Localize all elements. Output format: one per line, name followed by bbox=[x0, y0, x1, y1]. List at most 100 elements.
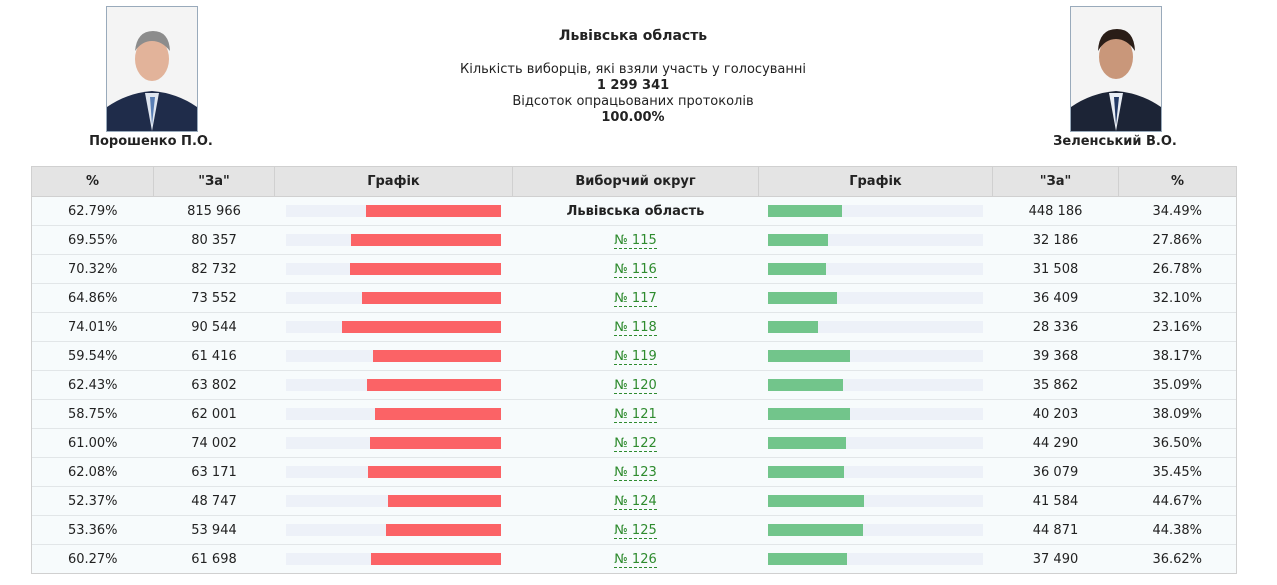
district-link[interactable]: № 122 bbox=[614, 435, 657, 452]
district-link[interactable]: № 123 bbox=[614, 464, 657, 481]
votes: 63 802 bbox=[153, 370, 275, 400]
bar-track bbox=[768, 553, 983, 565]
district-link[interactable]: № 125 bbox=[614, 522, 657, 539]
bar-track bbox=[286, 263, 501, 275]
bar-track bbox=[768, 263, 983, 275]
percent: 34.49% bbox=[1118, 196, 1237, 226]
district-cell: № 120 bbox=[512, 370, 759, 400]
percent: 32.10% bbox=[1118, 283, 1237, 313]
district-link[interactable]: № 124 bbox=[614, 493, 657, 510]
chart-cell bbox=[274, 283, 513, 313]
votes: 28 336 bbox=[992, 312, 1119, 342]
chart-cell bbox=[758, 312, 993, 342]
chart-cell bbox=[758, 341, 993, 371]
bar bbox=[388, 495, 501, 507]
votes: 63 171 bbox=[153, 457, 275, 487]
bar-track bbox=[286, 553, 501, 565]
percent: 38.09% bbox=[1118, 399, 1237, 429]
column-header: "За" bbox=[153, 166, 275, 197]
results-table: % "За" Графік Виборчий округ Графік "За"% 62.… bbox=[31, 166, 1237, 574]
percent: 74.01% bbox=[31, 312, 154, 342]
table-row: 69.55% 80 357 № 115 32 186 27.86% bbox=[31, 225, 1237, 255]
district-link[interactable]: № 115 bbox=[614, 232, 657, 249]
percent: 53.36% bbox=[31, 515, 154, 545]
candidate-name: Зеленський В.О. bbox=[1053, 134, 1177, 149]
votes: 39 368 bbox=[992, 341, 1119, 371]
percent: 58.75% bbox=[31, 399, 154, 429]
chart-cell bbox=[758, 515, 993, 545]
chart-cell bbox=[758, 283, 993, 313]
table-body: 62.79% 815 966 Львівська область 448 186 34.… bbox=[31, 196, 1237, 574]
district-cell: № 126 bbox=[512, 544, 759, 574]
bar-track bbox=[768, 408, 983, 420]
header-row: % "За" Графік Виборчий округ Графік "За"% bbox=[31, 166, 1237, 197]
table-row: 53.36% 53 944 № 125 44 871 44.38% bbox=[31, 515, 1237, 545]
bar bbox=[373, 350, 501, 362]
chart-cell bbox=[274, 341, 513, 371]
district-link[interactable]: № 120 bbox=[614, 377, 657, 394]
column-header: "За" bbox=[992, 166, 1119, 197]
bar-track bbox=[768, 321, 983, 333]
bar bbox=[341, 321, 501, 333]
bar bbox=[366, 379, 501, 391]
chart-cell bbox=[758, 225, 993, 255]
bar-track bbox=[286, 437, 501, 449]
column-header: Графік bbox=[758, 166, 993, 197]
votes: 74 002 bbox=[153, 428, 275, 458]
bar bbox=[768, 379, 844, 391]
votes: 44 871 bbox=[992, 515, 1119, 545]
votes: 31 508 bbox=[992, 254, 1119, 284]
chart-cell bbox=[758, 196, 993, 226]
votes: 36 409 bbox=[992, 283, 1119, 313]
district-cell: № 118 bbox=[512, 312, 759, 342]
district-cell: № 121 bbox=[512, 399, 759, 429]
bar-track bbox=[768, 524, 983, 536]
turnout-label: Кількість виборців, які взяли участь у г… bbox=[459, 62, 807, 77]
chart-cell bbox=[274, 370, 513, 400]
chart-cell bbox=[274, 254, 513, 284]
district-link[interactable]: № 126 bbox=[614, 551, 657, 568]
votes: 61 698 bbox=[153, 544, 275, 574]
percent: 62.43% bbox=[31, 370, 154, 400]
percent: 44.38% bbox=[1118, 515, 1237, 545]
candidate-photo bbox=[1070, 6, 1162, 132]
district-link[interactable]: № 121 bbox=[614, 406, 657, 423]
district-cell: № 117 bbox=[512, 283, 759, 313]
bar-track bbox=[286, 292, 501, 304]
votes: 48 747 bbox=[153, 486, 275, 516]
district-cell: № 125 bbox=[512, 515, 759, 545]
table-row: 61.00% 74 002 № 122 44 290 36.50% bbox=[31, 428, 1237, 458]
percent: 61.00% bbox=[31, 428, 154, 458]
bar-track bbox=[286, 234, 501, 246]
table-row: 70.32% 82 732 № 116 31 508 26.78% bbox=[31, 254, 1237, 284]
bar bbox=[351, 234, 501, 246]
votes: 44 290 bbox=[992, 428, 1119, 458]
column-header: % bbox=[31, 166, 154, 197]
percent: 59.54% bbox=[31, 341, 154, 371]
bar bbox=[386, 524, 501, 536]
bar-track bbox=[768, 205, 983, 217]
district-link[interactable]: № 116 bbox=[614, 261, 657, 278]
district-link[interactable]: № 117 bbox=[614, 290, 657, 307]
processed-value: 100.00% bbox=[601, 110, 665, 125]
chart-cell bbox=[758, 399, 993, 429]
candidate-name: Порошенко П.О. bbox=[89, 134, 213, 149]
bar bbox=[366, 205, 501, 217]
chart-cell bbox=[274, 544, 513, 574]
bar-track bbox=[768, 350, 983, 362]
chart-cell bbox=[274, 457, 513, 487]
district-link[interactable]: № 118 bbox=[614, 319, 657, 336]
percent: 69.55% bbox=[31, 225, 154, 255]
district-link[interactable]: № 119 bbox=[614, 348, 657, 365]
votes: 82 732 bbox=[153, 254, 275, 284]
bar bbox=[768, 466, 845, 478]
bar bbox=[768, 263, 826, 275]
table-row: 74.01% 90 544 № 118 28 336 23.16% bbox=[31, 312, 1237, 342]
chart-cell bbox=[274, 428, 513, 458]
bar bbox=[361, 292, 501, 304]
votes: 36 079 bbox=[992, 457, 1119, 487]
votes: 53 944 bbox=[153, 515, 275, 545]
candidate-photo bbox=[106, 6, 198, 132]
region: Львівська область bbox=[512, 196, 759, 226]
